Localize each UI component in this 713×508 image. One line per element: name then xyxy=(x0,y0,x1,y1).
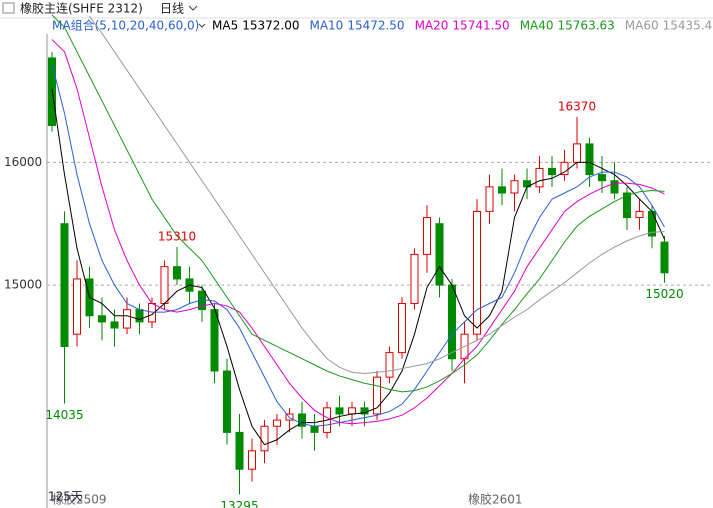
candle-body xyxy=(310,425,319,433)
candle-body xyxy=(335,407,344,415)
candle-body xyxy=(60,223,69,347)
period[interactable]: 日线 xyxy=(160,2,184,16)
candle-body xyxy=(435,223,444,286)
extreme-label: 15310 xyxy=(158,230,196,244)
candle-body xyxy=(610,180,619,194)
candle-body xyxy=(98,315,106,323)
legend-name: MA10 xyxy=(309,19,343,33)
candle-body xyxy=(248,450,256,470)
candle-body xyxy=(398,302,406,354)
extreme-label: 16370 xyxy=(558,99,596,113)
symbol[interactable]: 橡胶主连(SHFE 2312) xyxy=(20,1,143,16)
candle-body xyxy=(235,431,244,470)
ma-line xyxy=(51,88,665,446)
legend-name: MA60 xyxy=(625,19,659,33)
candle-body xyxy=(173,266,181,280)
candle-body xyxy=(135,309,144,323)
candle-body xyxy=(410,253,419,304)
candle-body xyxy=(448,284,456,360)
candle-body xyxy=(498,186,506,194)
legend-value: 15372.00 xyxy=(242,19,299,33)
legend-value: 15741.50 xyxy=(452,19,509,33)
legend-value: 15435.42 xyxy=(663,19,713,33)
candle-body xyxy=(623,192,631,219)
candle-body xyxy=(598,174,606,182)
candle-body xyxy=(635,210,644,219)
candle-body xyxy=(273,419,281,427)
ma-line xyxy=(89,15,665,374)
candle-body xyxy=(73,278,81,335)
legend-name: MA40 xyxy=(520,19,554,33)
candle-body xyxy=(373,376,381,415)
y-tick-label: 16000 xyxy=(4,155,42,169)
legend-name: MA20 xyxy=(415,19,449,33)
y-tick-label: 15000 xyxy=(4,278,42,292)
legend-value: 15763.63 xyxy=(558,19,615,33)
candle-body xyxy=(423,217,431,255)
extreme-label: 13295 xyxy=(220,499,258,508)
candle-body xyxy=(485,186,494,212)
ma-group[interactable]: MA组合(5,10,20,40,60,0) xyxy=(52,18,199,33)
candle-body xyxy=(110,321,119,329)
legend-value: 15472.50 xyxy=(347,19,404,33)
candle-body xyxy=(660,241,669,274)
candle-body xyxy=(510,180,519,194)
candle-body xyxy=(385,352,394,378)
period-label: 125天 xyxy=(48,490,83,504)
period-dropdown[interactable] xyxy=(188,5,198,11)
legend-name: MA5 xyxy=(212,19,238,33)
x-label: 橡胶2601 xyxy=(468,492,523,507)
candle-body xyxy=(548,167,556,176)
extreme-label: 15020 xyxy=(645,287,683,301)
candle-body xyxy=(348,407,356,415)
candle-body xyxy=(223,370,231,433)
candle-body xyxy=(260,425,269,452)
extreme-label: 14035 xyxy=(45,408,83,422)
ma-line xyxy=(51,39,665,425)
candle-body xyxy=(473,210,481,335)
candle-body xyxy=(573,143,581,163)
candle-body xyxy=(585,143,594,176)
symbol-icon[interactable] xyxy=(2,2,15,14)
ma-dropdown[interactable] xyxy=(198,23,206,28)
ma-line xyxy=(51,63,665,427)
candle-body xyxy=(560,161,569,176)
ma-line xyxy=(51,14,665,393)
x-label: 橡胶2509 xyxy=(52,492,107,507)
candle-body xyxy=(160,266,169,304)
candle-body xyxy=(210,309,219,372)
candle-body xyxy=(535,167,544,188)
candle-body xyxy=(123,309,131,329)
candle-body xyxy=(298,413,306,427)
